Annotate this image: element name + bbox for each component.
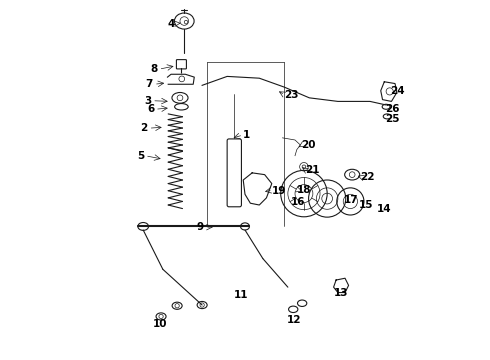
Text: 2: 2 xyxy=(141,123,148,133)
Text: 11: 11 xyxy=(233,290,248,300)
Polygon shape xyxy=(168,74,194,84)
Text: 7: 7 xyxy=(146,79,153,89)
Polygon shape xyxy=(334,278,348,293)
Text: 14: 14 xyxy=(376,204,391,214)
Text: 4: 4 xyxy=(168,18,175,28)
Text: 18: 18 xyxy=(297,185,312,195)
Text: 24: 24 xyxy=(390,86,405,96)
Text: 3: 3 xyxy=(144,96,151,106)
Text: 9: 9 xyxy=(197,222,204,232)
Text: 1: 1 xyxy=(243,130,250,140)
Text: 13: 13 xyxy=(334,288,348,297)
Polygon shape xyxy=(381,82,397,102)
Text: 22: 22 xyxy=(360,172,375,182)
Text: 5: 5 xyxy=(137,151,144,161)
Text: 16: 16 xyxy=(291,197,305,207)
Text: 21: 21 xyxy=(305,165,319,175)
Text: 23: 23 xyxy=(284,90,299,100)
Text: 12: 12 xyxy=(287,315,302,325)
Text: 17: 17 xyxy=(344,195,359,205)
FancyBboxPatch shape xyxy=(227,139,242,207)
Text: 20: 20 xyxy=(301,140,316,150)
Polygon shape xyxy=(243,173,272,205)
Text: 26: 26 xyxy=(386,104,400,114)
FancyBboxPatch shape xyxy=(176,60,186,69)
Text: 15: 15 xyxy=(359,200,373,210)
Text: 25: 25 xyxy=(386,114,400,124)
Text: 19: 19 xyxy=(272,186,286,196)
Text: 10: 10 xyxy=(153,319,167,329)
Text: 8: 8 xyxy=(150,64,157,74)
Text: 6: 6 xyxy=(147,104,154,114)
